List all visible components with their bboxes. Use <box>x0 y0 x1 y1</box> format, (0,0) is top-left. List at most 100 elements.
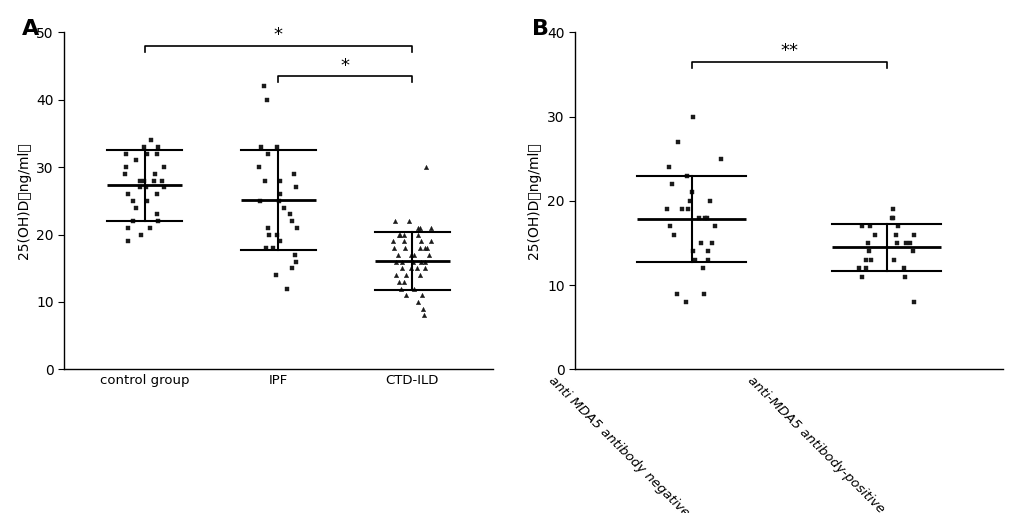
Point <box>658 205 675 213</box>
Point <box>684 247 700 255</box>
Point <box>147 170 163 178</box>
Point <box>395 278 412 286</box>
Point <box>253 143 269 151</box>
Point <box>853 222 869 230</box>
Point <box>136 176 152 185</box>
Point <box>417 258 433 266</box>
Point <box>265 244 281 252</box>
Point <box>410 298 426 306</box>
Point <box>150 217 166 225</box>
Point <box>146 176 162 185</box>
Point <box>853 272 869 281</box>
Text: *: * <box>340 56 350 74</box>
Point <box>150 143 166 151</box>
Point <box>128 156 145 165</box>
Point <box>712 155 729 163</box>
Point <box>261 230 277 239</box>
Point <box>410 224 426 232</box>
Point <box>278 284 294 292</box>
Point <box>858 239 874 247</box>
Point <box>417 244 433 252</box>
Point <box>417 264 433 272</box>
Point <box>403 264 419 272</box>
Point <box>418 163 434 171</box>
Point <box>419 244 435 252</box>
Point <box>132 230 149 239</box>
Point <box>400 217 417 225</box>
Point <box>251 163 267 171</box>
Point <box>393 264 410 272</box>
Point <box>889 239 905 247</box>
Point <box>149 190 165 199</box>
Point <box>117 150 133 158</box>
Point <box>397 271 414 279</box>
Point <box>286 170 303 178</box>
Point <box>661 222 678 230</box>
Point <box>397 291 414 300</box>
Point <box>252 197 268 205</box>
Point <box>388 258 405 266</box>
Point <box>412 244 428 252</box>
Point <box>272 176 288 185</box>
Point <box>257 176 273 185</box>
Point <box>682 197 698 205</box>
Point <box>680 205 696 213</box>
Point <box>156 163 172 171</box>
Point <box>860 247 876 255</box>
Point <box>678 171 694 180</box>
Point <box>405 258 421 266</box>
Point <box>384 237 400 245</box>
Point <box>904 247 920 255</box>
Point <box>406 284 422 292</box>
Point <box>388 271 405 279</box>
Point <box>414 291 430 300</box>
Point <box>406 251 422 259</box>
Point <box>693 239 709 247</box>
Point <box>275 204 291 212</box>
Point <box>905 230 921 239</box>
Point <box>120 190 137 199</box>
Y-axis label: 25(OH)D（ng/ml）: 25(OH)D（ng/ml） <box>527 143 541 259</box>
Point <box>884 205 901 213</box>
Point <box>120 237 137 245</box>
Point <box>901 239 917 247</box>
Point <box>857 256 873 264</box>
Point <box>890 222 906 230</box>
Point <box>258 244 274 252</box>
Point <box>851 264 867 272</box>
Point <box>862 256 878 264</box>
Point <box>149 150 165 158</box>
Point <box>288 224 305 232</box>
Point <box>260 224 276 232</box>
Text: B: B <box>532 19 548 39</box>
Point <box>413 237 429 245</box>
Point <box>385 244 401 252</box>
Point <box>396 244 413 252</box>
Point <box>668 289 685 298</box>
Point <box>282 210 299 219</box>
Point <box>685 112 701 121</box>
Point <box>674 205 690 213</box>
Point <box>701 197 717 205</box>
Point <box>416 311 432 320</box>
Point <box>144 136 160 144</box>
Point <box>422 237 438 245</box>
Point <box>120 224 137 232</box>
Point <box>698 213 714 222</box>
Point <box>694 264 710 272</box>
Point <box>660 163 677 171</box>
Point <box>896 272 912 281</box>
Point <box>412 271 428 279</box>
Point <box>154 176 170 185</box>
Point <box>269 143 285 151</box>
Point <box>699 256 715 264</box>
Point <box>392 230 409 239</box>
Point <box>260 150 276 158</box>
Point <box>387 217 404 225</box>
Point <box>883 213 900 222</box>
Point <box>393 284 410 292</box>
Point <box>905 298 921 306</box>
Point <box>690 213 706 222</box>
Point <box>678 298 694 306</box>
Point <box>663 180 680 188</box>
